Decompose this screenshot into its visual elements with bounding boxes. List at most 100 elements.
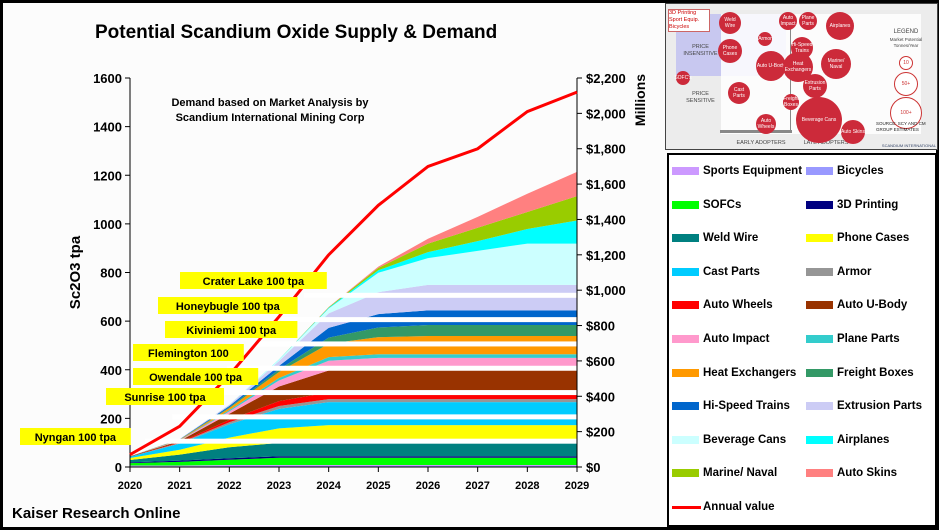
legend-item: Auto Impact [672,331,769,347]
legend-label: Sports Equipment [703,165,803,177]
supply-label: Kiviniemi 100 tpa [186,325,277,337]
legend-label: Auto Wheels [703,299,773,312]
legend-item: Extrusion Parts [806,398,922,414]
supply-label-box [165,321,298,338]
y2-tick-label: $1,600 [586,177,626,192]
legend-label: Plane Parts [837,333,900,345]
inset-bubble: Extrusion Parts [803,74,827,98]
legend-swatch [806,301,833,310]
inset-price-insensitive: PRICE INSENSITIVE [683,44,718,57]
legend-item: Airplanes [806,432,889,448]
y2-tick-label: $400 [586,389,615,404]
inset-bubble: Beverage Cans [796,97,842,143]
x-tick-label: 2028 [515,480,539,492]
legend-swatch [672,301,699,310]
area-auto-wheels [130,391,577,457]
x-tick-label: 2025 [366,480,390,492]
legend-label: Phone Cases [837,232,910,245]
legend-swatch [672,469,699,478]
inset-bubble: Freight Boxes [783,94,799,110]
legend-label: Auto U-Body [837,299,908,312]
legend-line-swatch [672,505,701,509]
legend-item-annual-value: Annual value [672,499,775,515]
inset-legend-title: LEGEND [893,29,919,35]
area-heat-exchangers [130,335,577,457]
legend-swatch [806,200,833,209]
chart-annotation: Scandium International Mining Corp [176,112,365,124]
legend-label: Hi-Speed Trains [703,400,790,413]
supply-label-box [106,388,224,405]
y2-tick-label: $2,200 [586,71,626,86]
x-tick-label: 2022 [217,480,241,492]
legend-label: Cast Parts [703,265,760,278]
area-hi-speed-trains [130,310,577,457]
x-tick-label: 2024 [316,480,341,492]
legend-label: SOFCs [703,198,742,211]
legend-swatch [672,267,699,276]
x-tick-label: 2027 [465,480,489,492]
legend-label: Auto Skins [837,467,898,480]
area-weld-wire [130,442,577,463]
inset-bubble: Auto Skins [841,120,865,144]
y2-tick-label: $2,000 [586,106,626,121]
supply-gap-band [226,365,577,371]
inset-bubble: SOFC's [674,71,692,85]
supply-label: Flemington 100 [148,348,229,360]
source-credit: Kaiser Research Online [12,505,181,522]
area-sports-equipment [130,465,577,467]
supply-label: Honeybugle 100 tpa [176,301,281,313]
inset-size-100: 100+ [890,97,922,129]
supply-gap-band [144,438,577,444]
legend-label: Weld Wire [703,232,759,245]
inset-brand: SCANDIUM INTERNATIONAL [881,143,937,148]
legend-label: 3D Printing [837,198,899,211]
legend-item: Bicycles [806,163,884,179]
y-tick-label: 400 [100,363,122,378]
supply-label-box [133,344,244,361]
y2-tick-label: $1,400 [586,212,626,227]
y-tick-label: 1000 [93,217,122,232]
legend-swatch [672,234,699,243]
area-marine-naval [130,196,577,457]
legend-swatch [672,335,699,343]
y-axis-title: Sc2O3 tpa [67,235,84,309]
legend-swatch [806,435,833,444]
y-tick-label: 0 [115,460,122,475]
supply-label-box [20,428,131,445]
inset-bubble: Phone Cases [718,39,742,63]
legend-item: Auto U-Body [806,297,907,313]
y2-tick-label: $1,200 [586,248,626,263]
supply-label: Crater Lake 100 tpa [203,276,305,288]
inset-source: SOURCE: SCY AND CM GROUP ESTIMATES [876,121,926,132]
legend-item: Cast Parts [672,264,760,280]
y-tick-label: 200 [100,411,122,426]
legend-swatch [806,335,833,343]
legend-item: Beverage Cans [672,432,786,448]
legend-item: Heat Exchangers [672,365,796,381]
legend-item: Weld Wire [672,230,758,246]
x-tick-label: 2026 [416,480,440,492]
supply-label-box [133,368,259,385]
supply-label: Nyngan 100 tpa [35,432,117,444]
area-sofcs [130,457,577,466]
inset-bubble: Marine/ Naval [821,49,851,79]
legend-label: Extrusion Parts [837,400,922,413]
supply-label-box [180,272,327,289]
inset-size-50: 50+ [894,72,918,96]
legend-label: Annual value [703,501,775,513]
y-tick-label: 1400 [93,120,122,135]
inset-legend-sub: Market Potential Tonnes/Year [889,37,923,48]
y-tick-label: 600 [100,314,122,329]
legend-swatch [672,200,699,209]
area-3d-printing [130,456,577,464]
legend-swatch [806,267,833,276]
inset-callout: 3D Printing Sport Equip. Bicycles [668,9,710,32]
legend-swatch [672,167,699,175]
legend-swatch [806,469,833,478]
inset-bubble: Cast Parts [728,82,750,104]
y2-tick-label: $0 [586,460,600,475]
x-tick-label: 2020 [118,480,142,492]
legend-swatch [806,368,833,377]
legend-item: SOFCs [672,197,741,213]
legend-label: Heat Exchangers [703,366,797,379]
